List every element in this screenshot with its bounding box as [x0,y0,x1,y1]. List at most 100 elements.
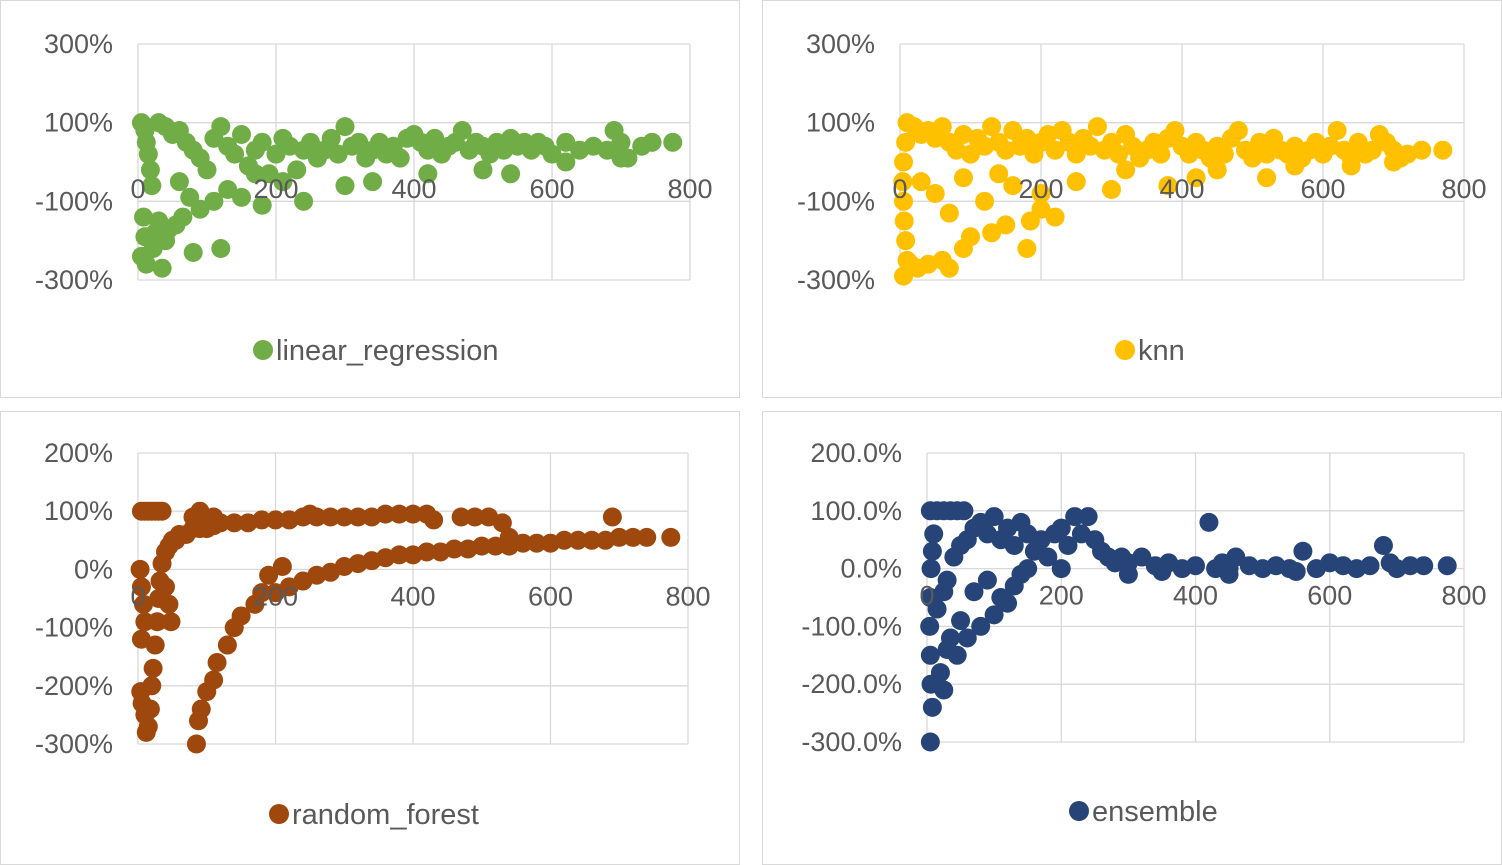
data-point [1031,183,1051,203]
data-point [349,132,369,152]
data-point [218,180,238,200]
data-point [363,172,383,192]
data-point [939,203,959,223]
data-point [975,191,995,211]
data-point [138,717,158,737]
x-tick-label: 200 [1039,581,1084,611]
data-point [1360,556,1380,576]
data-point [211,239,231,259]
data-point [231,606,251,626]
x-tick-label: 800 [665,581,710,611]
data-point [225,144,245,164]
x-tick-label: 200 [1018,174,1063,204]
data-point [417,542,437,562]
x-tick-label: 0 [130,581,145,611]
data-point [932,117,952,137]
data-point [300,504,320,524]
data-point [451,507,471,527]
data-point [1165,121,1185,141]
data-point [947,645,967,665]
data-point [142,676,162,696]
data-point [940,628,960,648]
data-point [896,231,916,251]
data-point [1226,547,1246,567]
data-point [663,132,683,152]
chart-panel-ensemble: 200.0% 100.0% 0.0% -100.0% -200.0% -300.0% 0 20… [762,411,1502,865]
data-point [501,164,521,184]
data-point [939,258,959,278]
chart-panel-knn: 300% 100% -100% -300% 0 200 400 600 800 knn [762,0,1502,398]
data-point [922,697,942,717]
y-tick-label: -300% [35,265,113,295]
data-point [527,533,547,553]
y-tick-label: -100.0% [801,611,902,641]
data-point [1362,140,1382,160]
data-point [486,536,505,556]
data-point [134,207,154,227]
data-point [390,148,410,168]
data-point [224,513,244,533]
data-point [623,527,643,547]
data-point [1038,547,1058,567]
data-point [1066,172,1086,192]
data-point [554,530,574,550]
data-point [1116,160,1136,180]
data-point [611,132,631,152]
data-point [1003,121,1023,141]
data-point [335,117,355,137]
y-tick-label: 100% [44,496,113,526]
data-point [1400,556,1420,576]
data-point [991,588,1011,607]
data-point [1065,507,1085,527]
data-point [169,172,189,192]
y-tick-label: 0.0% [840,554,902,584]
data-point [140,699,160,719]
data-point [609,527,629,547]
data-point [131,577,151,597]
data-point [232,124,251,144]
x-tick-label: 600 [1300,174,1345,204]
data-point [259,164,279,184]
data-point [134,594,153,614]
data-point [1118,564,1138,584]
data-point [971,616,991,636]
scatter-chart-random-forest: 200% 100% 0% -100% -200% -300% 0 200 400 600 800 ra… [35,438,711,831]
data-point [1109,144,1129,164]
data-point [1414,556,1434,576]
data-point [937,570,957,590]
data-point [556,132,576,152]
x-tick-label: 200 [253,174,298,204]
data-point [136,254,156,274]
x-tick-label: 600 [528,581,573,611]
data-point [204,191,224,211]
legend-marker [1115,340,1135,360]
data-point [424,510,444,530]
data-point [922,541,942,561]
data-point [452,121,472,141]
data-point [602,507,622,527]
data-point [1341,156,1361,176]
data-point [335,176,355,196]
data-point [252,583,272,603]
data-point [252,195,272,215]
data-point [921,559,941,579]
data-point [173,207,193,227]
data-point [597,140,617,160]
data-point [1058,535,1078,555]
data-point [556,152,576,172]
x-tick-label: 200 [253,581,298,611]
data-point [266,510,285,530]
data-point [232,187,251,207]
data-point [321,507,340,527]
data-point [1433,140,1453,160]
data-point [1045,207,1065,227]
data-point [964,582,984,602]
data-point [161,612,181,632]
data-point [204,670,224,690]
chart-panel-linear-regression: 300% 100% -100% -300% 0 200 400 600 800 linear_re… [0,0,740,398]
y-tick-label: -100% [35,613,113,643]
y-tick-label: 0% [74,554,113,584]
data-point [542,144,562,164]
data-point [911,172,931,192]
data-point [130,559,150,579]
